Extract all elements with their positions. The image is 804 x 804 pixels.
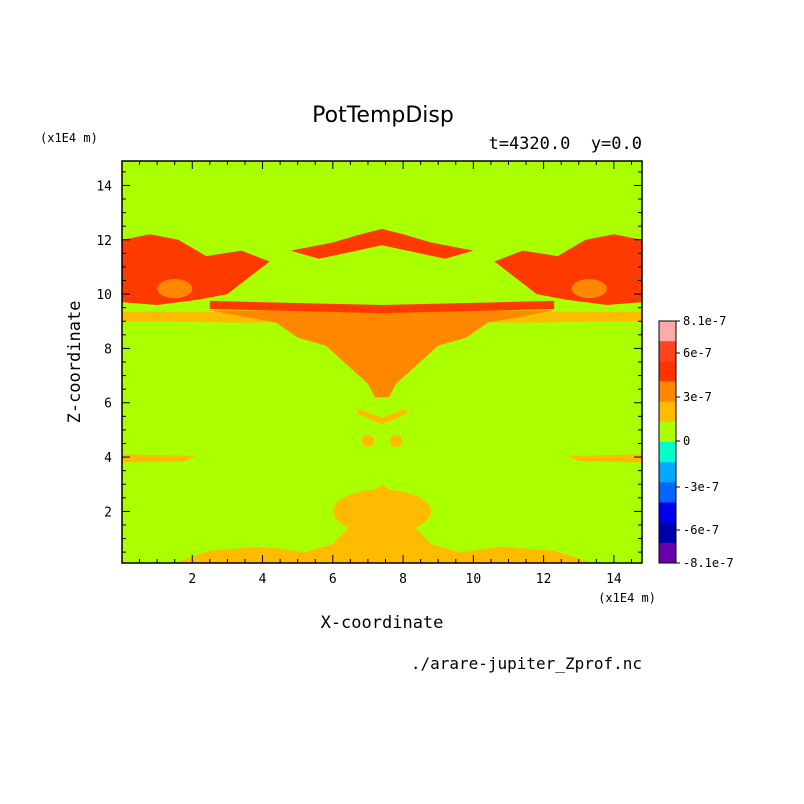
chart-title: PotTempDisp [312,103,454,128]
colorbar-label: -3e-7 [683,480,719,494]
colorbar-swatch [659,522,676,544]
colorbar-swatch [659,502,676,524]
region-yellow-bit [361,434,375,447]
source-filename: ./arare-jupiter_Zprof.nc [411,654,642,673]
region-yellow-plume [332,489,432,534]
colorbar: 8.1e-7 6e-7 3e-7 0 -3e-7 -6e-7 -8.1e-7 [658,314,734,570]
y-unit-label: (x1E4 m) [40,131,98,145]
colorbar-swatch [659,421,676,443]
colorbar-swatch [659,482,676,503]
chart-subtitle: t=4320.0 y=0.0 [488,134,642,154]
region-yellow-arc [357,408,407,425]
x-tick-label: 6 [329,572,337,587]
colorbar-swatch [659,381,676,403]
x-unit-label: (x1E4 m) [598,591,656,605]
y-tick-label: 10 [96,288,112,303]
region-red-layer [209,300,555,314]
y-tick-label: 4 [104,451,112,466]
y-tick-label: 14 [96,179,112,194]
y-axis-title: Z-coordinate [65,301,85,424]
colorbar-label: 6e-7 [683,346,712,360]
axis-ticks: 2 4 6 8 10 12 14 2 4 6 8 10 12 14 [96,161,642,587]
x-tick-label: 14 [606,572,622,587]
colorbar-swatch [659,542,676,564]
colorbar-label: 3e-7 [683,390,712,404]
x-tick-label: 12 [536,572,552,587]
x-tick-label: 4 [259,572,267,587]
x-tick-label: 10 [466,572,482,587]
colorbar-frame [658,320,677,564]
region-orange-plume-top [209,310,555,341]
colorbar-label: -6e-7 [683,523,719,537]
plot-area: 2 4 6 8 10 12 14 2 4 6 8 10 12 14 [96,160,643,587]
colorbar-label: 8.1e-7 [683,314,726,328]
colorbar-label: 0 [683,434,690,448]
y-tick-label: 2 [104,505,112,520]
y-tick-label: 8 [104,342,112,357]
colorbar-swatch [659,321,676,342]
contour-regions [122,228,642,563]
x-tick-label: 8 [399,572,407,587]
region-red-filaments [290,228,474,259]
x-axis-title: X-coordinate [321,613,444,633]
y-tick-label: 12 [96,234,112,249]
colorbar-swatch [659,401,676,423]
x-tick-label: 2 [188,572,196,587]
region-yellow-streak-right [568,454,642,463]
region-yellow-bit [389,434,403,447]
colorbar-swatch [659,462,676,483]
colorbar-swatch [659,341,676,362]
region-orange-blob [157,279,193,299]
y-tick-label: 6 [104,397,112,412]
region-orange-blob [571,279,607,299]
colorbar-label: -8.1e-7 [683,556,734,570]
colorbar-swatch [659,442,676,463]
colorbar-swatch [659,361,676,382]
region-yellow-streak-left [122,454,196,463]
